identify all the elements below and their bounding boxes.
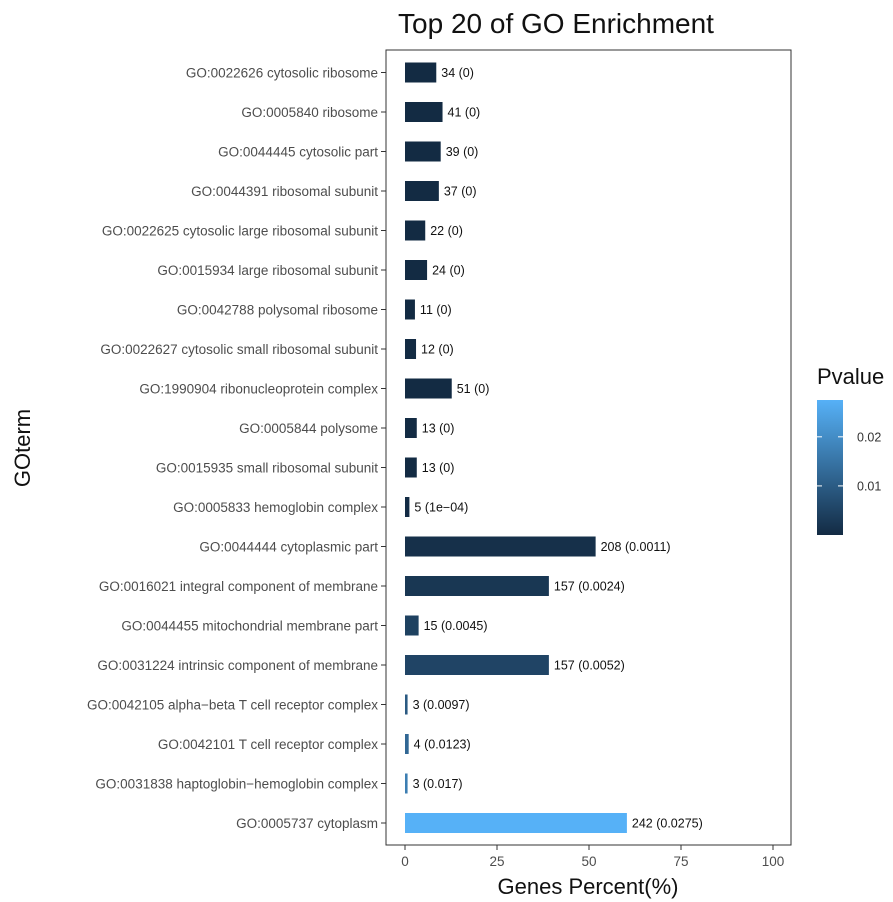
bar	[405, 418, 417, 438]
bar-data-label: 51 (0)	[457, 382, 490, 396]
legend-tick-label: 0.01	[857, 479, 881, 493]
bar-data-label: 4 (0.0123)	[414, 738, 471, 752]
y-tick-label: GO:0005844 polysome	[239, 421, 378, 436]
bar-data-label: 37 (0)	[444, 185, 477, 199]
y-tick-label: GO:0015934 large ribosomal subunit	[157, 263, 378, 278]
bar	[405, 339, 417, 359]
y-tick-label: GO:0005840 ribosome	[241, 105, 378, 120]
bar-data-label: 12 (0)	[421, 343, 454, 357]
y-tick-label: GO:0044445 cytosolic part	[218, 145, 378, 160]
bar-data-label: 3 (0.0097)	[413, 698, 470, 712]
x-tick-label: 25	[489, 854, 504, 869]
bar-data-label: 208 (0.0011)	[601, 540, 671, 554]
x-tick-label: 0	[401, 854, 409, 869]
bar-data-label: 22 (0)	[430, 224, 463, 238]
x-axis: 0 25 50 75 100	[401, 845, 784, 869]
y-tick-label: GO:0015935 small ribosomal subunit	[156, 461, 378, 476]
bar	[405, 141, 441, 162]
bar-data-label: 11 (0)	[420, 303, 452, 317]
y-tick-label: GO:0005737 cytoplasm	[236, 816, 378, 831]
legend-colorbar	[817, 400, 843, 535]
bar	[405, 694, 408, 715]
bar	[405, 773, 408, 794]
bar-data-label: 34 (0)	[441, 66, 474, 80]
bar	[405, 813, 627, 833]
legend-tick-label: 0.02	[857, 430, 881, 444]
x-tick-label: 100	[762, 854, 785, 869]
bar	[405, 378, 452, 399]
y-tick-labels: GO:0022626 cytosolic ribosome GO:0005840 …	[87, 66, 386, 831]
y-tick-label: GO:0031838 haptoglobin−hemoglobin comple…	[95, 777, 378, 792]
legend-title: Pvalue	[817, 364, 884, 389]
y-tick-label: GO:0042105 alpha−beta T cell receptor co…	[87, 698, 378, 713]
y-tick-label: GO:0044391 ribosomal subunit	[191, 184, 378, 199]
plot-panel	[385, 49, 792, 846]
bar	[405, 655, 549, 675]
y-tick-label: GO:0005833 hemoglobin complex	[173, 500, 378, 515]
x-axis-title: Genes Percent(%)	[498, 874, 679, 899]
bar-data-label: 157 (0.0024)	[554, 580, 625, 594]
y-tick-label: GO:0044455 mitochondrial membrane part	[121, 619, 378, 634]
bar-data-label: 157 (0.0052)	[554, 659, 625, 673]
bar-data-label: 15 (0.0045)	[424, 619, 488, 633]
y-tick-label: GO:0042101 T cell receptor complex	[158, 737, 378, 752]
y-tick-label: GO:0044444 cytoplasmic part	[199, 540, 378, 555]
bar-data-label: 39 (0)	[446, 145, 479, 159]
bar	[405, 62, 437, 83]
y-tick-label: GO:0022625 cytosolic large ribosomal sub…	[102, 224, 378, 239]
bar	[405, 181, 439, 201]
y-tick-label: GO:0031224 intrinsic component of membra…	[97, 658, 378, 673]
bar-data-label: 3 (0.017)	[413, 777, 463, 791]
bar	[405, 576, 549, 596]
chart-title: Top 20 of GO Enrichment	[398, 8, 714, 39]
y-tick-label: GO:0022626 cytosolic ribosome	[186, 66, 378, 81]
bar	[405, 260, 428, 280]
bar	[405, 220, 426, 241]
bar	[405, 457, 417, 478]
bar	[405, 102, 443, 122]
x-tick-label: 50	[581, 854, 596, 869]
x-tick-label: 75	[673, 854, 688, 869]
bar-data-label: 41 (0)	[448, 106, 481, 120]
bar-data-label: 242 (0.0275)	[632, 817, 703, 831]
legend-ticks: 0.01 0.02	[817, 430, 881, 493]
y-tick-label: GO:0016021 integral component of membran…	[99, 579, 378, 594]
bar	[405, 615, 419, 636]
bar	[405, 497, 410, 517]
bar-data-label: 5 (1e−04)	[414, 501, 468, 515]
bar-data-label: 13 (0)	[422, 461, 455, 475]
bars-group: 34 (0) 41 (0) 39 (0) 37 (0) 22 (0) 24 (0) 11 (…	[405, 62, 703, 833]
bar-data-label: 24 (0)	[432, 264, 465, 278]
pvalue-legend: Pvalue 0.01 0.02	[817, 364, 884, 535]
y-tick-label: GO:0022627 cytosolic small ribosomal sub…	[100, 342, 378, 357]
y-axis-title: GOterm	[10, 409, 35, 487]
y-tick-label: GO:0042788 polysomal ribosome	[177, 303, 378, 318]
bar	[405, 734, 409, 754]
y-tick-label: GO:1990904 ribonucleoprotein complex	[139, 382, 378, 397]
bar	[405, 536, 596, 557]
bar-data-label: 13 (0)	[422, 422, 455, 436]
bar	[405, 299, 415, 320]
